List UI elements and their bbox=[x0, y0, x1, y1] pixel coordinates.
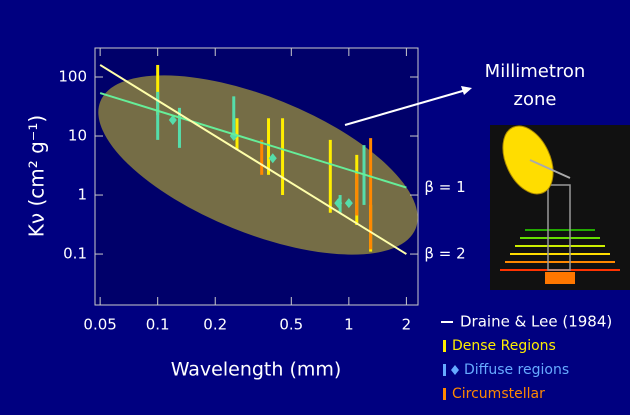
line-label: β = 2 bbox=[424, 245, 465, 263]
legend-swatch bbox=[443, 388, 446, 400]
legend-label: Dense Regions bbox=[452, 338, 556, 354]
y-tick-label: 100 bbox=[58, 67, 87, 85]
legend-swatch bbox=[443, 340, 446, 352]
annotation: zone bbox=[514, 89, 557, 110]
y-tick-label: 1 bbox=[77, 186, 87, 204]
x-axis-label: Wavelength (mm) bbox=[171, 359, 342, 381]
legend-label: Diffuse regions bbox=[464, 362, 569, 378]
telescope bbox=[490, 118, 630, 290]
arrow-head bbox=[461, 86, 472, 95]
x-tick-label: 0.2 bbox=[203, 316, 227, 334]
x-tick-label: 0.05 bbox=[83, 316, 116, 334]
legend-label: Circumstellar bbox=[452, 386, 545, 402]
line-label: β = 1 bbox=[424, 178, 465, 196]
y-tick-label: 0.1 bbox=[63, 245, 87, 263]
y-axis-label: Kν (cm² g⁻¹) bbox=[25, 115, 49, 237]
legend-label: Draine & Lee (1984) bbox=[460, 313, 612, 331]
x-tick-label: 2 bbox=[402, 316, 412, 334]
y-tick-label: 10 bbox=[68, 127, 87, 145]
legend-swatch bbox=[451, 365, 459, 375]
x-tick-label: 0.1 bbox=[146, 316, 170, 334]
x-tick-label: 1 bbox=[344, 316, 354, 334]
annotation: Millimetron bbox=[485, 61, 586, 82]
x-tick-label: 0.5 bbox=[279, 316, 303, 334]
legend-swatch bbox=[443, 364, 446, 376]
chart: Millimetron zone Wavelength (mm) Kν (cm²… bbox=[0, 0, 630, 415]
